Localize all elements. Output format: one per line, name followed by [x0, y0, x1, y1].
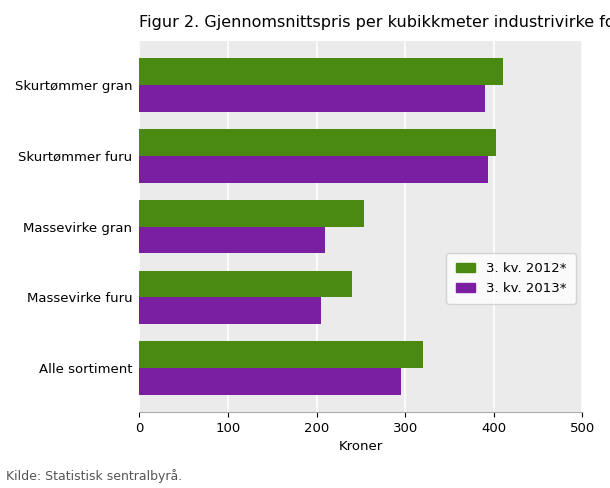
Bar: [140, 298, 321, 325]
Bar: [140, 270, 352, 298]
Bar: [140, 226, 326, 253]
Legend: 3. kv. 2012*, 3. kv. 2013*: 3. kv. 2012*, 3. kv. 2013*: [447, 253, 576, 304]
X-axis label: Kroner: Kroner: [339, 441, 383, 453]
Bar: [140, 368, 401, 395]
Bar: [140, 156, 487, 183]
Bar: [140, 129, 497, 156]
Text: Kilde: Statistisk sentralbyrå.: Kilde: Statistisk sentralbyrå.: [6, 469, 182, 483]
Bar: [140, 58, 503, 85]
Bar: [140, 342, 423, 368]
Bar: [140, 200, 364, 226]
Bar: [140, 85, 485, 112]
Text: Figur 2. Gjennomsnittspris per kubikkmeter industrivirke for salg: Figur 2. Gjennomsnittspris per kubikkmet…: [140, 15, 610, 30]
